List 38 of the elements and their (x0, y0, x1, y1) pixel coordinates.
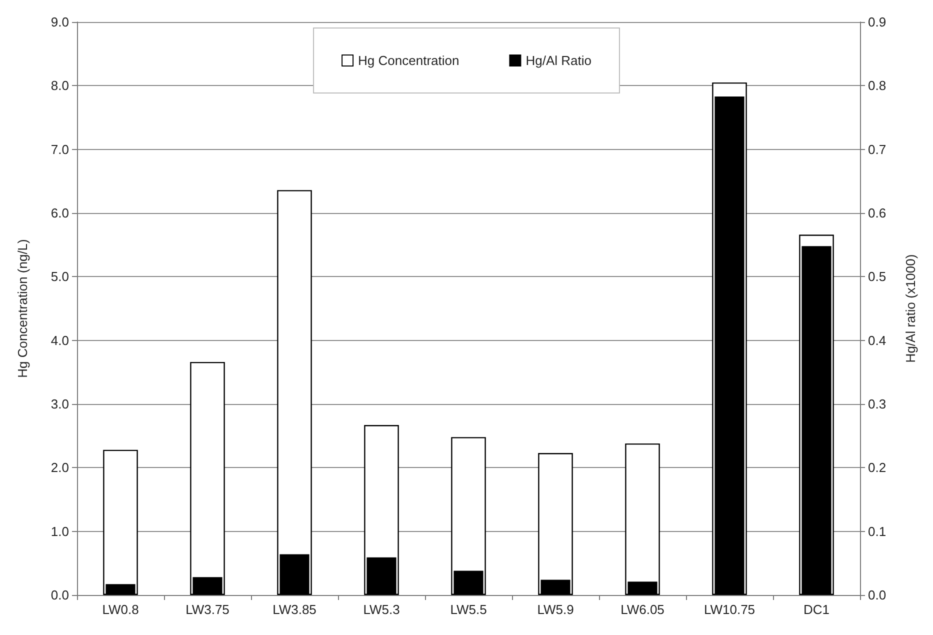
y2-tick-label: 0.9 (868, 14, 886, 30)
x-tick-label: LW3.75 (186, 602, 230, 617)
x-tick-label: LW0.8 (102, 602, 139, 617)
y2-tick-label: 0.0 (868, 588, 886, 602)
y2-axis-title: Hg/Al ratio (x1000) (903, 254, 918, 363)
legend-label: Hg Concentration (358, 53, 460, 68)
bar (625, 443, 660, 595)
x-tick-label: LW3.85 (272, 602, 316, 617)
y-tick-label: 8.0 (50, 78, 69, 94)
y-axis-title: Hg Concentration (ng/L) (15, 239, 30, 378)
y-tick-label: 5.0 (50, 269, 69, 284)
x-tick-label: LW5.3 (363, 602, 400, 617)
bar (538, 453, 573, 595)
y-tick-label: 2.0 (50, 460, 69, 476)
y2-tick-label: 0.1 (868, 524, 886, 539)
y2-tick-label: 0.2 (868, 460, 886, 476)
y2-tick-label: 0.5 (868, 269, 886, 284)
x-tick-label: LW5.5 (450, 602, 487, 617)
y-tick-label: 1.0 (50, 524, 69, 539)
y2-tick-label: 0.3 (868, 396, 886, 412)
bar (103, 450, 138, 595)
x-tick-label: DC1 (803, 602, 830, 617)
y-tick-label: 7.0 (50, 142, 69, 157)
y2-tick-label: 0.4 (868, 332, 886, 348)
y2-tick-label: 0.7 (868, 142, 886, 157)
x-tick-label: LW6.05 (620, 602, 664, 617)
y-tick-label: 0.0 (50, 588, 69, 602)
x-tick-label: LW5.9 (537, 602, 574, 617)
y-tick-label: 6.0 (50, 206, 69, 220)
legend-label: Hg/Al Ratio (526, 53, 592, 68)
y-tick-label: 4.0 (50, 332, 69, 348)
y2-tick-label: 0.8 (868, 78, 886, 94)
y-tick-label: 9.0 (50, 14, 69, 30)
y-tick-label: 3.0 (50, 396, 69, 412)
bar (190, 362, 225, 595)
x-tick-label: LW10.75 (704, 602, 756, 617)
bar (277, 190, 312, 595)
y2-tick-label: 0.6 (868, 206, 886, 220)
